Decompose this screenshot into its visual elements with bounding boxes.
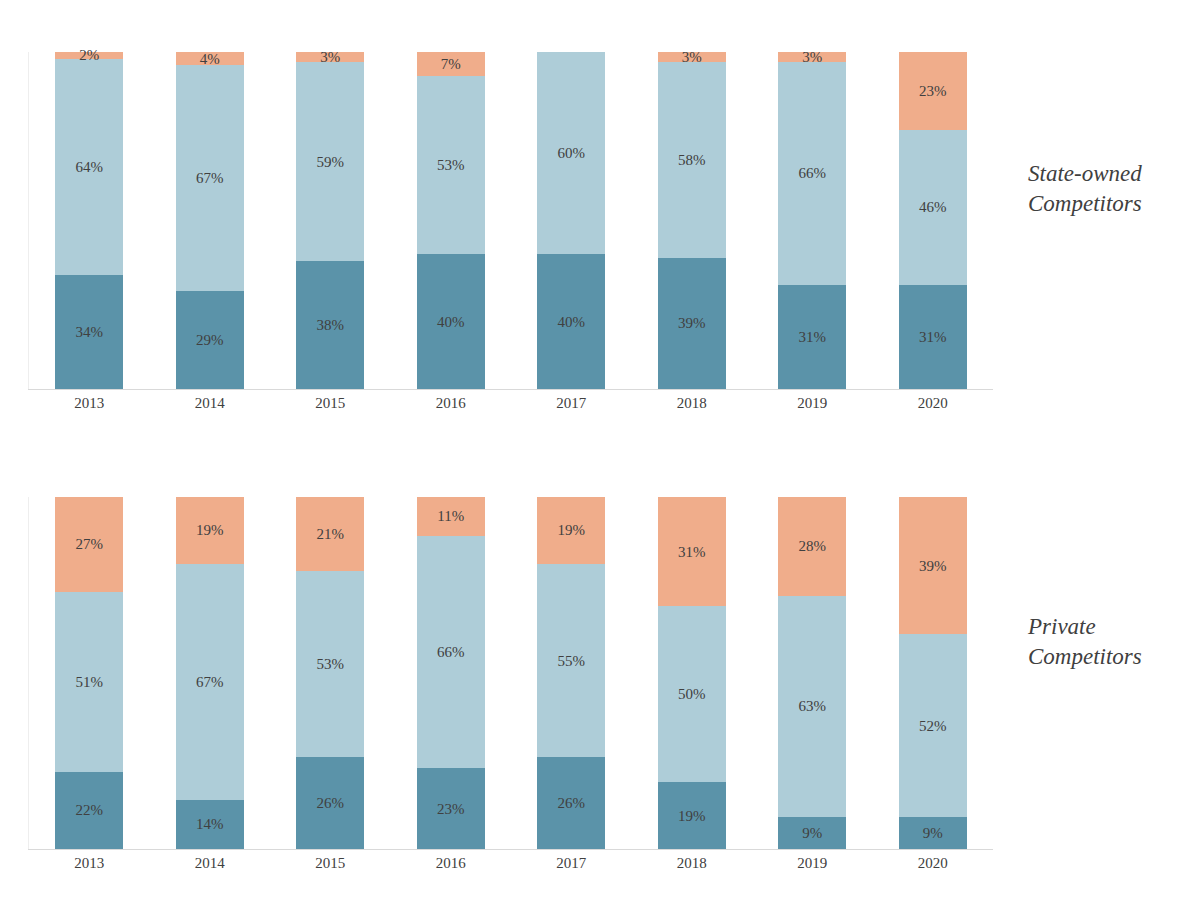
svg-text:2013: 2013 [74,395,104,411]
svg-text:66%: 66% [799,165,827,181]
svg-text:7%: 7% [441,56,461,72]
svg-text:21%: 21% [317,526,345,542]
svg-text:31%: 31% [919,329,947,345]
svg-text:29%: 29% [196,332,224,348]
svg-text:2015: 2015 [315,395,345,411]
svg-text:53%: 53% [437,157,465,173]
svg-text:59%: 59% [317,154,345,170]
svg-text:63%: 63% [799,698,827,714]
svg-text:50%: 50% [678,686,706,702]
svg-text:38%: 38% [317,317,345,333]
svg-text:2018: 2018 [677,395,707,411]
svg-text:2020: 2020 [918,855,948,871]
svg-text:2016: 2016 [436,855,467,871]
svg-text:2018: 2018 [677,855,707,871]
svg-text:3%: 3% [802,49,822,65]
svg-text:2014: 2014 [195,395,226,411]
svg-text:31%: 31% [678,544,706,560]
svg-text:2%: 2% [79,47,99,63]
svg-text:11%: 11% [437,508,464,524]
svg-text:51%: 51% [76,674,104,690]
svg-text:3%: 3% [320,49,340,65]
svg-text:2020: 2020 [918,395,948,411]
svg-text:53%: 53% [317,656,345,672]
svg-text:39%: 39% [919,558,947,574]
svg-text:22%: 22% [76,802,104,818]
svg-text:26%: 26% [558,795,586,811]
svg-text:PrivateCompetitors: PrivateCompetitors [1027,614,1142,669]
svg-text:14%: 14% [196,816,224,832]
svg-text:46%: 46% [919,199,947,215]
svg-text:2019: 2019 [797,855,827,871]
svg-text:19%: 19% [196,522,224,538]
svg-text:2019: 2019 [797,395,827,411]
svg-text:67%: 67% [196,170,224,186]
svg-text:39%: 39% [678,315,706,331]
svg-text:9%: 9% [923,825,943,841]
svg-text:23%: 23% [437,801,465,817]
svg-text:4%: 4% [200,51,220,67]
svg-text:67%: 67% [196,674,224,690]
svg-text:40%: 40% [558,314,586,330]
svg-text:40%: 40% [437,314,465,330]
svg-text:2014: 2014 [195,855,226,871]
svg-text:2013: 2013 [74,855,104,871]
svg-text:34%: 34% [76,324,104,340]
svg-text:2017: 2017 [556,395,587,411]
svg-text:19%: 19% [558,522,586,538]
svg-text:60%: 60% [558,145,586,161]
svg-text:19%: 19% [678,808,706,824]
svg-text:2016: 2016 [436,395,467,411]
svg-text:52%: 52% [919,718,947,734]
svg-text:28%: 28% [799,538,827,554]
svg-text:State-ownedCompetitors: State-ownedCompetitors [1028,161,1142,216]
svg-text:31%: 31% [799,329,827,345]
svg-text:27%: 27% [76,536,104,552]
svg-text:23%: 23% [919,83,947,99]
svg-text:26%: 26% [317,795,345,811]
svg-text:58%: 58% [678,152,706,168]
svg-text:2017: 2017 [556,855,587,871]
svg-text:9%: 9% [802,825,822,841]
svg-text:66%: 66% [437,644,465,660]
svg-text:55%: 55% [558,653,586,669]
svg-text:64%: 64% [76,159,104,175]
svg-text:3%: 3% [682,49,702,65]
svg-text:2015: 2015 [315,855,345,871]
